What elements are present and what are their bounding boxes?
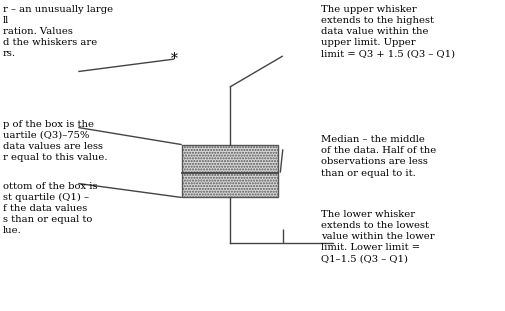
Bar [182, 145, 278, 197]
Text: Median – the middle
of the data. Half of the
observations are less
than or equal: Median – the middle of the data. Half of… [321, 135, 436, 178]
Text: The upper whisker
extends to the highest
data value within the
upper limit. Uppe: The upper whisker extends to the highest… [321, 5, 455, 58]
Text: r – an unusually large
ll
ration. Values
d the whiskers are
rs.: r – an unusually large ll ration. Values… [3, 5, 113, 58]
Text: The lower whisker
extends to the lowest
value within the lower
limit. Lower limi: The lower whisker extends to the lowest … [321, 210, 434, 263]
Text: ottom of the box is
st quartile (Q1) –
f the data values
s than or equal to
lue.: ottom of the box is st quartile (Q1) – f… [3, 182, 97, 235]
Text: *: * [171, 52, 178, 66]
Text: p of the box is the
uartile (Q3)–75%
data values are less
r equal to this value.: p of the box is the uartile (Q3)–75% dat… [3, 120, 107, 162]
